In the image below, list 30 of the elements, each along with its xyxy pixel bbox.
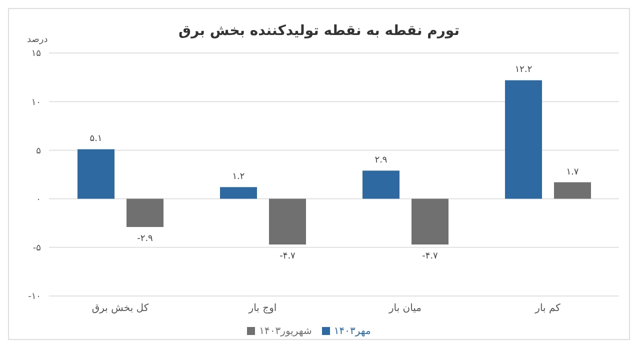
bar bbox=[362, 170, 400, 199]
data-label: ۲.۹ bbox=[374, 156, 388, 166]
bar bbox=[505, 80, 542, 199]
x-tick-label: اوج بار bbox=[248, 303, 277, 314]
chart-title: تورم نقطه به نقطه تولیدکننده بخش برق bbox=[178, 23, 460, 39]
data-label: ۱۲.۲ bbox=[514, 65, 532, 76]
x-tick-label: کم بار bbox=[534, 303, 561, 314]
y-tick-label: ۵ bbox=[36, 146, 42, 156]
data-label: -۴.۷ bbox=[280, 251, 296, 262]
y-tick-label: ۰ bbox=[36, 194, 41, 205]
bar bbox=[220, 187, 257, 199]
bar bbox=[78, 149, 114, 199]
y-tick-label: -۵ bbox=[32, 244, 42, 254]
y-tick-label: ۱۰ bbox=[31, 98, 41, 108]
bar bbox=[554, 182, 591, 199]
bar bbox=[269, 198, 306, 244]
bar bbox=[126, 198, 164, 227]
x-tick-label: میان بار bbox=[388, 303, 422, 314]
data-label: ۱.۷ bbox=[566, 167, 579, 178]
y-tick-label: ۱۵ bbox=[31, 49, 42, 60]
bar bbox=[412, 198, 448, 244]
y-tick-label: -۱۰ bbox=[28, 292, 41, 302]
y-axis-title: درصد bbox=[27, 35, 48, 45]
legend-label: شهریور۱۴۰۳ bbox=[259, 326, 312, 337]
x-tick-label: کل بخش برق bbox=[92, 303, 149, 314]
data-label: ۱.۲ bbox=[232, 172, 245, 182]
data-label: ۵.۱ bbox=[90, 134, 102, 144]
data-label: -۴.۷ bbox=[422, 251, 438, 262]
data-label: -۲.۹ bbox=[137, 234, 154, 244]
legend-label: مهر۱۴۰۳ bbox=[334, 326, 371, 337]
